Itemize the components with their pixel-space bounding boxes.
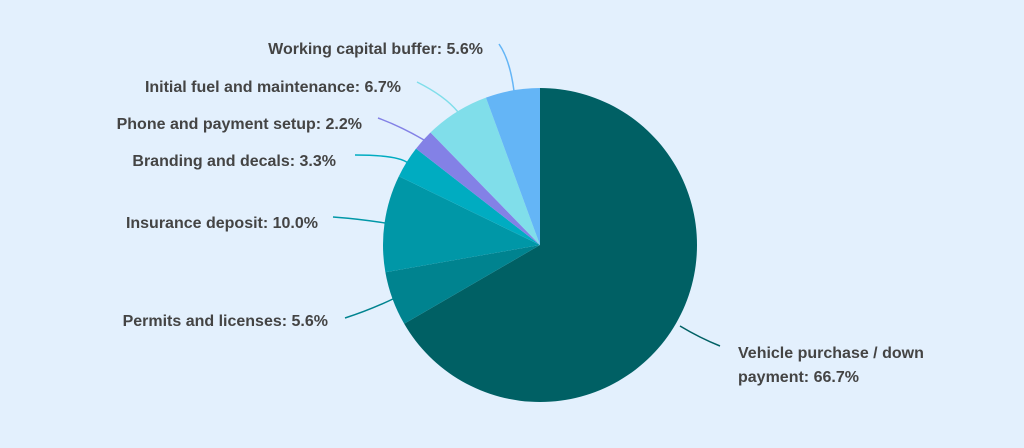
slice-label: Branding and decals: 3.3% (132, 153, 336, 170)
slice-label: Insurance deposit: 10.0% (126, 215, 318, 232)
leader-line (354, 154, 409, 164)
leader-line (344, 297, 396, 319)
pie-slice-insurance-deposit (383, 176, 540, 273)
slice-label: Permits and licenses: 5.6% (123, 313, 328, 330)
slice-label: Phone and payment setup: 2.2% (117, 116, 362, 133)
pie-slice-working-capital-buffer (485, 88, 540, 245)
leader-line (377, 117, 425, 141)
pie-slice-branding-and-decals (398, 148, 540, 245)
slice-label: Working capital buffer: 5.6% (268, 41, 483, 58)
slice-label: Vehicle purchase / down payment: 66.7% (738, 345, 924, 386)
leader-line (679, 325, 721, 347)
leader-line (332, 216, 386, 224)
leader-line (498, 43, 515, 92)
slice-labels: Vehicle purchase / down payment: 66.7% Per… (117, 41, 924, 386)
pie-slice-initial-fuel-and-maintenance (430, 97, 540, 245)
pie-slice-phone-and-payment-setup (416, 132, 540, 245)
leader-lines (332, 43, 721, 347)
slice-label: Initial fuel and maintenance: 6.7% (145, 79, 401, 96)
pie-slices (383, 88, 698, 403)
pie-slice-vehicle-purchase-down-payment (404, 88, 698, 403)
leader-line (416, 81, 459, 113)
pie-slice-permits-and-licenses (385, 245, 540, 324)
